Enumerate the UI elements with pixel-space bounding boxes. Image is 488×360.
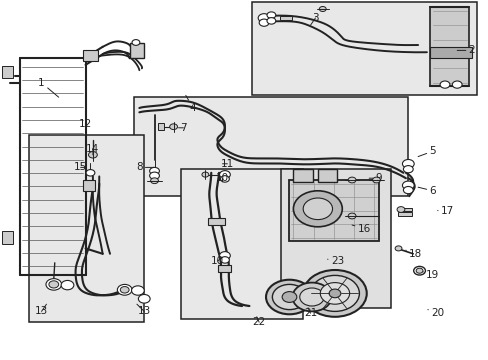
Bar <box>251 2 476 95</box>
Circle shape <box>310 275 359 311</box>
Circle shape <box>220 176 229 182</box>
Text: 20: 20 <box>427 308 443 318</box>
Circle shape <box>131 286 144 295</box>
Bar <box>158 123 164 130</box>
Circle shape <box>266 18 275 24</box>
Bar <box>134 97 407 196</box>
Bar <box>288 180 378 241</box>
Text: 10: 10 <box>211 256 224 266</box>
Bar <box>2 231 13 244</box>
Circle shape <box>415 268 422 273</box>
Circle shape <box>219 171 230 179</box>
Circle shape <box>49 281 59 288</box>
Circle shape <box>61 280 74 290</box>
Circle shape <box>347 213 355 219</box>
Circle shape <box>220 257 229 263</box>
Bar <box>293 169 312 182</box>
Bar <box>83 180 95 191</box>
Circle shape <box>149 167 159 175</box>
Circle shape <box>272 284 306 310</box>
Circle shape <box>202 172 208 177</box>
Circle shape <box>117 284 132 295</box>
Circle shape <box>303 270 366 317</box>
Text: 17: 17 <box>437 206 453 216</box>
Bar <box>279 16 292 20</box>
Text: 7: 7 <box>178 123 186 133</box>
Text: 23: 23 <box>327 256 344 266</box>
Text: 3: 3 <box>310 13 318 25</box>
Circle shape <box>258 14 269 22</box>
Text: 15: 15 <box>74 162 87 172</box>
Bar <box>83 50 98 61</box>
Circle shape <box>282 292 296 302</box>
Text: 16: 16 <box>351 224 370 234</box>
Circle shape <box>266 12 275 18</box>
Circle shape <box>120 287 129 293</box>
Circle shape <box>402 159 413 168</box>
Text: 9: 9 <box>368 173 382 183</box>
Bar <box>397 212 411 216</box>
Circle shape <box>347 177 355 183</box>
Circle shape <box>320 283 349 304</box>
Text: 13: 13 <box>137 304 151 316</box>
Circle shape <box>328 289 340 298</box>
Circle shape <box>150 178 158 184</box>
Circle shape <box>149 172 159 179</box>
Circle shape <box>46 279 61 290</box>
Circle shape <box>402 181 413 190</box>
Circle shape <box>132 40 140 45</box>
Bar <box>429 47 471 58</box>
Text: 18: 18 <box>405 249 422 259</box>
Circle shape <box>319 6 325 12</box>
Text: 2: 2 <box>456 45 474 55</box>
Bar <box>217 265 230 272</box>
Text: 8: 8 <box>136 162 154 172</box>
Circle shape <box>451 81 461 88</box>
Bar <box>429 7 468 86</box>
Text: 14: 14 <box>86 144 100 155</box>
Text: 5: 5 <box>417 146 435 157</box>
Text: 22: 22 <box>252 317 265 327</box>
Circle shape <box>372 177 380 183</box>
Circle shape <box>394 246 401 251</box>
Bar <box>317 169 337 182</box>
Bar <box>29 135 144 322</box>
Circle shape <box>299 288 324 306</box>
Circle shape <box>403 166 412 173</box>
Bar <box>2 66 13 78</box>
Text: 6: 6 <box>417 186 435 196</box>
Circle shape <box>138 294 150 303</box>
Bar <box>397 208 411 211</box>
Circle shape <box>396 207 404 212</box>
Text: 21: 21 <box>303 308 317 318</box>
Circle shape <box>439 81 449 88</box>
Circle shape <box>265 280 312 314</box>
Circle shape <box>88 152 97 158</box>
Circle shape <box>403 186 412 194</box>
Bar <box>207 218 224 225</box>
Bar <box>181 169 303 319</box>
Circle shape <box>293 191 342 227</box>
Text: 4: 4 <box>185 95 196 113</box>
Text: 11: 11 <box>220 159 234 169</box>
Circle shape <box>219 252 230 260</box>
Text: 10: 10 <box>216 173 228 183</box>
Circle shape <box>413 266 425 275</box>
Circle shape <box>303 198 332 220</box>
Circle shape <box>292 283 331 311</box>
Text: 12: 12 <box>79 119 92 131</box>
Circle shape <box>169 124 177 130</box>
Circle shape <box>259 19 268 26</box>
Text: 1: 1 <box>38 78 59 97</box>
Bar <box>281 169 390 308</box>
Text: 13: 13 <box>35 304 48 316</box>
Text: 19: 19 <box>422 270 439 280</box>
Circle shape <box>86 170 95 176</box>
Bar <box>129 43 144 58</box>
